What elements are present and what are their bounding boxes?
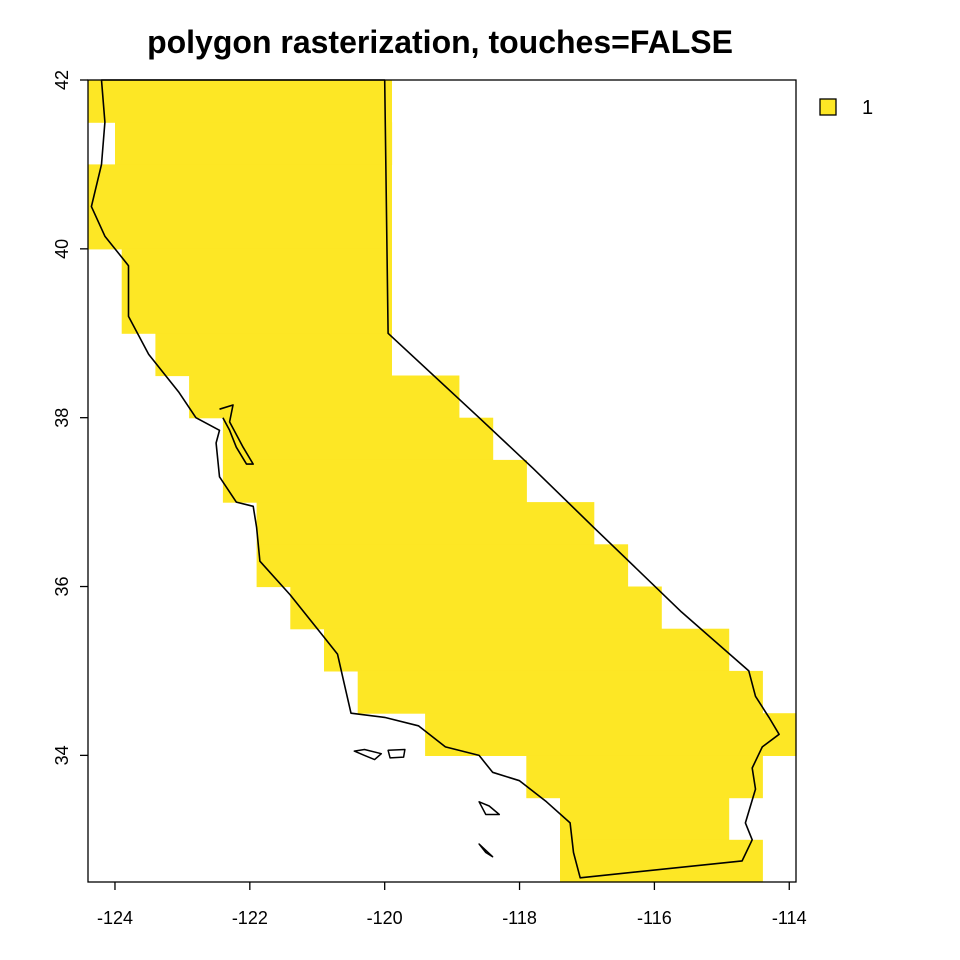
- raster-cell: [357, 670, 763, 714]
- raster-cell: [88, 80, 392, 123]
- plot-frame: [87, 79, 797, 883]
- raster-cell: [222, 417, 494, 461]
- raster-cell: [560, 797, 730, 841]
- y-tick-label: 38: [52, 408, 72, 428]
- x-axis: -124 -122 -120 -118 -116 -114: [97, 882, 807, 928]
- raster-cell: [560, 839, 763, 883]
- x-tick-label: -116: [637, 908, 672, 928]
- bay-outline: [219, 404, 254, 465]
- y-tick-label: 40: [52, 239, 72, 259]
- raster-cell: [256, 544, 629, 588]
- map-title: polygon rasterization, touches=FALSE: [147, 24, 733, 60]
- raster-cell: [256, 502, 595, 545]
- y-tick-label: 34: [52, 745, 72, 765]
- island-outline: [353, 748, 383, 761]
- raster-cell: [88, 164, 392, 250]
- y-tick-label: 42: [52, 70, 72, 90]
- island-outline: [478, 843, 494, 858]
- legend-swatch: [819, 98, 837, 116]
- x-tick-label: -124: [97, 908, 133, 928]
- state-outline-group: [90, 79, 780, 879]
- raster-cell: [155, 333, 392, 377]
- island-outline: [387, 748, 406, 759]
- raster-cell: [526, 755, 763, 799]
- x-tick-label: -122: [232, 908, 268, 928]
- state-outline: [90, 79, 780, 879]
- raster-cell: [121, 248, 392, 334]
- x-tick-label: -118: [502, 908, 537, 928]
- raster-cell: [189, 375, 460, 419]
- y-axis: 34 36 38 40 42: [52, 70, 88, 765]
- raster-cell: [222, 459, 527, 503]
- x-tick-label: -114: [772, 908, 807, 928]
- raster-cells: [88, 80, 797, 883]
- raster-cell: [324, 628, 730, 672]
- raster-cell: [425, 713, 797, 756]
- island-outline: [478, 801, 501, 816]
- x-tick-label: -120: [367, 908, 403, 928]
- legend: 1: [819, 97, 873, 119]
- y-tick-label: 36: [52, 577, 72, 597]
- raster-cell: [115, 122, 393, 165]
- raster-cell: [290, 586, 662, 630]
- legend-label: 1: [862, 97, 873, 119]
